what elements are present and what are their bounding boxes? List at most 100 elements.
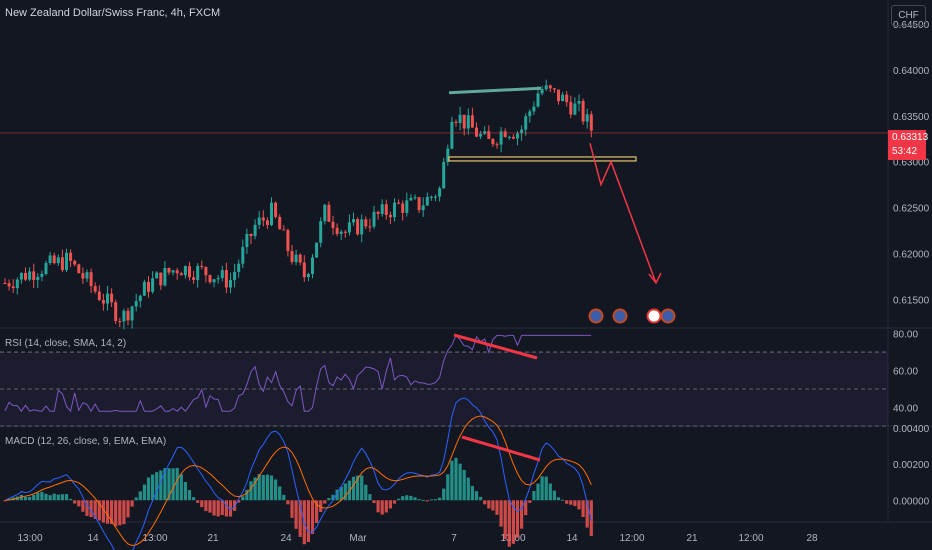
candle-body	[507, 136, 511, 138]
candle-body	[130, 306, 134, 321]
macd-histogram-bar	[458, 463, 462, 501]
candle-body	[175, 270, 179, 274]
candle-body	[458, 114, 462, 123]
time-tick-label: 13:00	[17, 533, 42, 544]
macd-tick-label: 0.00400	[893, 424, 930, 435]
candle-body	[204, 267, 208, 276]
candle-body	[56, 257, 60, 264]
candle-body	[495, 144, 499, 146]
candle-body	[302, 262, 306, 278]
candle-body	[40, 274, 44, 277]
macd-histogram-bar	[245, 489, 249, 501]
candle-body	[188, 266, 191, 278]
event-marker-inner	[614, 310, 626, 322]
candle-body	[323, 204, 327, 222]
candle-body	[126, 310, 130, 321]
macd-histogram-bar	[306, 500, 310, 542]
support-zone	[448, 156, 637, 162]
candle-body	[401, 203, 405, 213]
candle-body	[503, 131, 507, 137]
candle-body	[237, 263, 241, 272]
macd-histogram-bar	[32, 494, 36, 501]
macd-histogram-bar	[573, 500, 577, 507]
candle-body	[306, 274, 310, 278]
macd-histogram-bar	[319, 500, 323, 513]
candle-body	[585, 114, 589, 122]
candle-body	[265, 220, 269, 226]
macd-histogram-bar	[474, 491, 479, 501]
macd-histogram-bar	[503, 500, 507, 540]
macd-histogram-bar	[356, 475, 360, 501]
macd-histogram-bar	[433, 499, 438, 501]
candle-body	[450, 121, 454, 149]
time-tick-label: 21	[686, 533, 698, 544]
macd-histogram-bar	[36, 492, 40, 501]
time-tick-label: 14	[566, 533, 578, 544]
candle-body	[298, 254, 302, 263]
macd-histogram-bar	[171, 468, 175, 501]
candle-body	[446, 148, 450, 162]
macd-histogram-bar	[101, 500, 105, 523]
macd-histogram-bar	[28, 496, 32, 501]
candle-body	[528, 111, 532, 117]
macd-histogram-bar	[577, 500, 581, 510]
candle-body	[438, 188, 442, 197]
macd-histogram-bar	[589, 500, 593, 536]
macd-histogram-bar	[48, 495, 52, 501]
candle-body	[192, 277, 196, 280]
candle-body	[368, 226, 372, 228]
candle-body	[319, 221, 323, 243]
macd-histogram-bar	[310, 500, 315, 534]
candle-body	[327, 204, 331, 222]
candle-body	[335, 227, 339, 234]
rsi-divergence-line	[453, 333, 538, 360]
macd-histogram-bar	[294, 500, 298, 529]
macd-histogram-bar	[208, 500, 212, 513]
candle-body	[224, 270, 228, 288]
candle-body	[253, 224, 257, 237]
macd-histogram-bar	[524, 500, 528, 516]
candle-body	[200, 265, 204, 268]
macd-histogram-bar	[200, 500, 204, 508]
macd-histogram-bar	[507, 500, 511, 547]
macd-histogram-bar	[23, 496, 28, 501]
macd-histogram-bar	[130, 500, 134, 507]
price-tick-label: 0.62000	[893, 250, 930, 261]
price-tick-label: 0.64000	[893, 66, 930, 77]
price-tick-label: 0.63000	[893, 158, 930, 169]
candle-body	[81, 273, 85, 279]
macd-histogram-bar	[327, 498, 331, 501]
macd-histogram-bar	[56, 494, 60, 501]
candle-body	[573, 103, 577, 115]
macd-histogram-bar	[3, 500, 7, 502]
macd-histogram-bar	[298, 500, 302, 537]
macd-histogram-bar	[105, 500, 110, 524]
macd-histogram-bar	[515, 500, 520, 538]
macd-histogram-bar	[536, 483, 540, 501]
candle-body	[89, 272, 93, 287]
candle-body	[183, 266, 187, 276]
macd-histogram-bar	[122, 500, 126, 525]
macd-histogram-bar	[224, 500, 228, 517]
candle-body	[532, 106, 536, 112]
currency-button[interactable]: CHF	[891, 5, 926, 26]
macd-histogram-bar	[343, 483, 347, 501]
macd-histogram-bar	[413, 497, 417, 501]
event-marker-inner	[590, 310, 602, 322]
time-tick-label: Mar	[349, 533, 367, 544]
macd-histogram-bar	[274, 479, 278, 501]
macd-line	[4, 397, 592, 550]
macd-signal-line	[4, 415, 592, 547]
macd-histogram-bar	[52, 493, 56, 501]
macd-histogram-bar	[19, 494, 23, 501]
macd-histogram-bar	[192, 497, 196, 501]
candle-body	[352, 219, 355, 223]
candle-body	[475, 127, 478, 137]
candle-body	[462, 114, 466, 129]
macd-histogram-bar	[339, 486, 343, 501]
candle-body	[73, 260, 77, 265]
candle-body	[315, 242, 319, 258]
macd-histogram-bar	[40, 491, 44, 501]
candle-body	[499, 131, 503, 145]
